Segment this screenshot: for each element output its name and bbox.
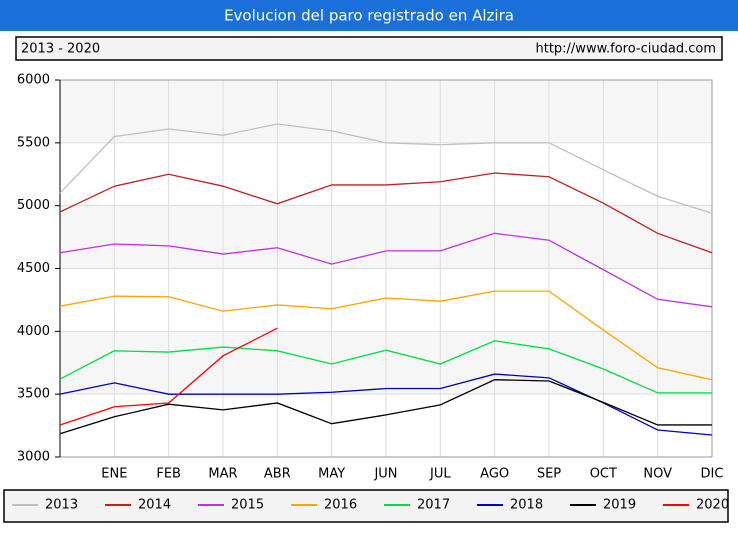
series-line bbox=[59, 340, 712, 394]
series-line bbox=[59, 232, 713, 308]
title-bar bbox=[0, 0, 738, 31]
y-tick-label: 6000 bbox=[17, 73, 50, 88]
x-tick-label: MAR bbox=[208, 467, 237, 482]
chart-title: Evolucion del paro registrado en Alzira bbox=[224, 7, 514, 25]
x-tick-label: FEB bbox=[156, 467, 181, 482]
x-tick-label: MAY bbox=[318, 467, 345, 482]
subtitle-box bbox=[15, 36, 723, 61]
legend-label: 2014 bbox=[138, 498, 171, 513]
legend-label: 2017 bbox=[417, 498, 450, 513]
y-tick-label: 4000 bbox=[17, 324, 50, 339]
x-tick-label: ABR bbox=[264, 467, 291, 482]
series-line bbox=[59, 290, 713, 381]
y-tick-label: 3000 bbox=[17, 450, 50, 465]
series-line bbox=[59, 379, 712, 435]
legend-label: 2020 bbox=[696, 498, 729, 513]
legend-label: 2013 bbox=[45, 498, 78, 513]
subtitle: 2013 - 2020 bbox=[21, 42, 100, 57]
x-tick-label: JUN bbox=[373, 467, 397, 482]
y-tick-label: 5000 bbox=[17, 198, 50, 213]
legend-label: 2016 bbox=[324, 498, 357, 513]
y-tick-label: 5500 bbox=[17, 135, 50, 150]
series-line bbox=[59, 327, 278, 426]
x-tick-label: SEP bbox=[537, 467, 561, 482]
x-tick-label: ENE bbox=[101, 467, 127, 482]
x-tick-label: OCT bbox=[590, 467, 617, 482]
x-tick-label: AGO bbox=[480, 467, 509, 482]
y-tick-label: 3500 bbox=[17, 387, 50, 402]
source: http://www.foro-ciudad.com bbox=[535, 42, 716, 57]
series-line bbox=[59, 172, 713, 254]
x-tick-label: DIC bbox=[701, 467, 724, 482]
legend-label: 2019 bbox=[603, 498, 636, 513]
series-line bbox=[59, 123, 713, 214]
x-tick-label: JUL bbox=[429, 467, 451, 482]
y-tick-label: 4500 bbox=[17, 261, 50, 276]
legend-label: 2018 bbox=[510, 498, 543, 513]
legend-label: 2015 bbox=[231, 498, 264, 513]
x-tick-label: NOV bbox=[643, 467, 672, 482]
